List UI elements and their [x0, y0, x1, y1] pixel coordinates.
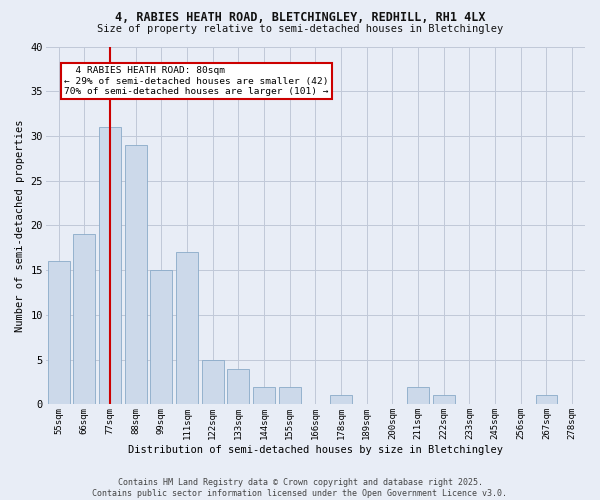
Bar — [176, 252, 198, 404]
Bar — [125, 145, 146, 405]
Bar — [279, 386, 301, 404]
Bar — [330, 396, 352, 404]
Bar — [48, 261, 70, 404]
Bar — [227, 368, 250, 404]
Bar — [151, 270, 172, 404]
Bar — [536, 396, 557, 404]
Y-axis label: Number of semi-detached properties: Number of semi-detached properties — [15, 119, 25, 332]
X-axis label: Distribution of semi-detached houses by size in Bletchingley: Distribution of semi-detached houses by … — [128, 445, 503, 455]
Bar — [202, 360, 224, 405]
Text: Contains HM Land Registry data © Crown copyright and database right 2025.
Contai: Contains HM Land Registry data © Crown c… — [92, 478, 508, 498]
Bar — [73, 234, 95, 404]
Text: 4 RABIES HEATH ROAD: 80sqm
← 29% of semi-detached houses are smaller (42)
70% of: 4 RABIES HEATH ROAD: 80sqm ← 29% of semi… — [64, 66, 329, 96]
Text: 4, RABIES HEATH ROAD, BLETCHINGLEY, REDHILL, RH1 4LX: 4, RABIES HEATH ROAD, BLETCHINGLEY, REDH… — [115, 11, 485, 24]
Bar — [99, 127, 121, 404]
Text: Size of property relative to semi-detached houses in Bletchingley: Size of property relative to semi-detach… — [97, 24, 503, 34]
Bar — [433, 396, 455, 404]
Bar — [407, 386, 429, 404]
Bar — [253, 386, 275, 404]
